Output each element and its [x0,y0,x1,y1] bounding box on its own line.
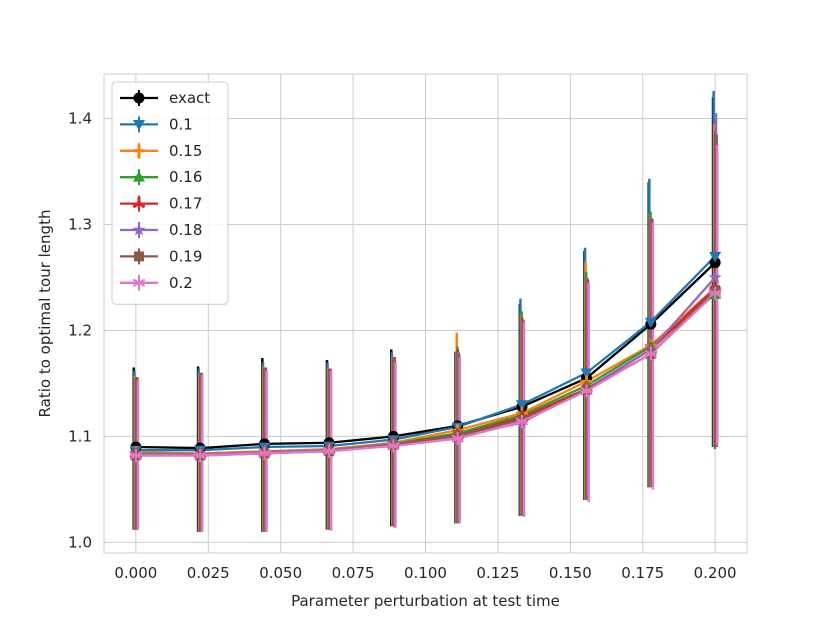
data-point [644,347,658,361]
tick-labels: 0.000 0.025 0.050 0.075 0.100 0.125 0.150 0.175… [68,110,736,582]
legend-marker [132,171,146,182]
series-lines [135,255,716,457]
series-line [135,255,716,452]
x-tick-label: 0.125 [476,564,519,582]
legend-label: 0.15 [169,142,202,160]
legend-item: 0.2 [120,274,193,292]
data-point [515,414,529,429]
data-point [193,448,207,463]
x-tick-label: 0.050 [259,564,302,582]
data-point [708,270,722,284]
legend-label: 0.17 [169,195,202,213]
y-tick-label: 1.3 [68,215,92,233]
data-point [387,439,400,453]
data-point [515,400,528,411]
legend-item: 0.15 [120,142,202,160]
data-point [258,446,271,460]
data-point [129,448,143,463]
legend-box [111,81,229,305]
x-tick-label: 0.075 [332,564,375,582]
legend: exact 0.1 0.15 0.16 0.17 0.18 0.19 0.2 [111,81,229,305]
data-point [580,368,593,379]
plot-frame [103,73,748,554]
legend-marker [132,120,146,131]
legend-marker [133,92,145,104]
legend-label: 0.1 [169,115,193,133]
legend-label: 0.18 [169,221,202,239]
legend-label: exact [169,89,210,107]
y-axis-title: Ratio to optimal tour length [36,210,54,418]
data-point [709,257,721,269]
x-tick-label: 0.100 [404,564,447,582]
y-tick-label: 1.0 [68,533,92,551]
series-line [135,261,716,450]
data-point [644,317,657,329]
legend-label: 0.16 [169,168,202,186]
data-point [580,384,593,398]
legend-item: 0.16 [120,168,202,186]
legend-item: exact [120,89,210,107]
data-point [451,431,464,446]
legend-label: 0.19 [169,247,202,265]
legend-item: 0.1 [120,115,193,133]
y-tick-label: 1.2 [68,321,92,339]
x-tick-label: 0.200 [694,564,737,582]
legend-marker [132,144,146,157]
legend-marker [132,197,146,209]
legend-item: 0.17 [120,195,202,213]
data-point [708,286,722,300]
x-tick-label: 0.150 [549,564,592,582]
x-tick-label: 0.000 [114,564,157,582]
y-tick-label: 1.1 [68,427,92,445]
data-point [709,251,722,263]
legend-marker [132,276,146,290]
legend-label: 0.2 [169,274,193,292]
series-markers [129,251,722,463]
x-axis-title: Parameter perturbation at test time [291,592,560,610]
series-line [135,292,716,457]
legend-item: 0.18 [120,221,202,239]
legend-item: 0.19 [120,247,202,265]
x-tick-label: 0.025 [187,564,230,582]
legend-marker [132,223,146,236]
y-tick-label: 1.4 [68,110,92,128]
x-tick-label: 0.175 [621,564,664,582]
data-point [322,444,336,458]
legend-marker [134,251,144,262]
